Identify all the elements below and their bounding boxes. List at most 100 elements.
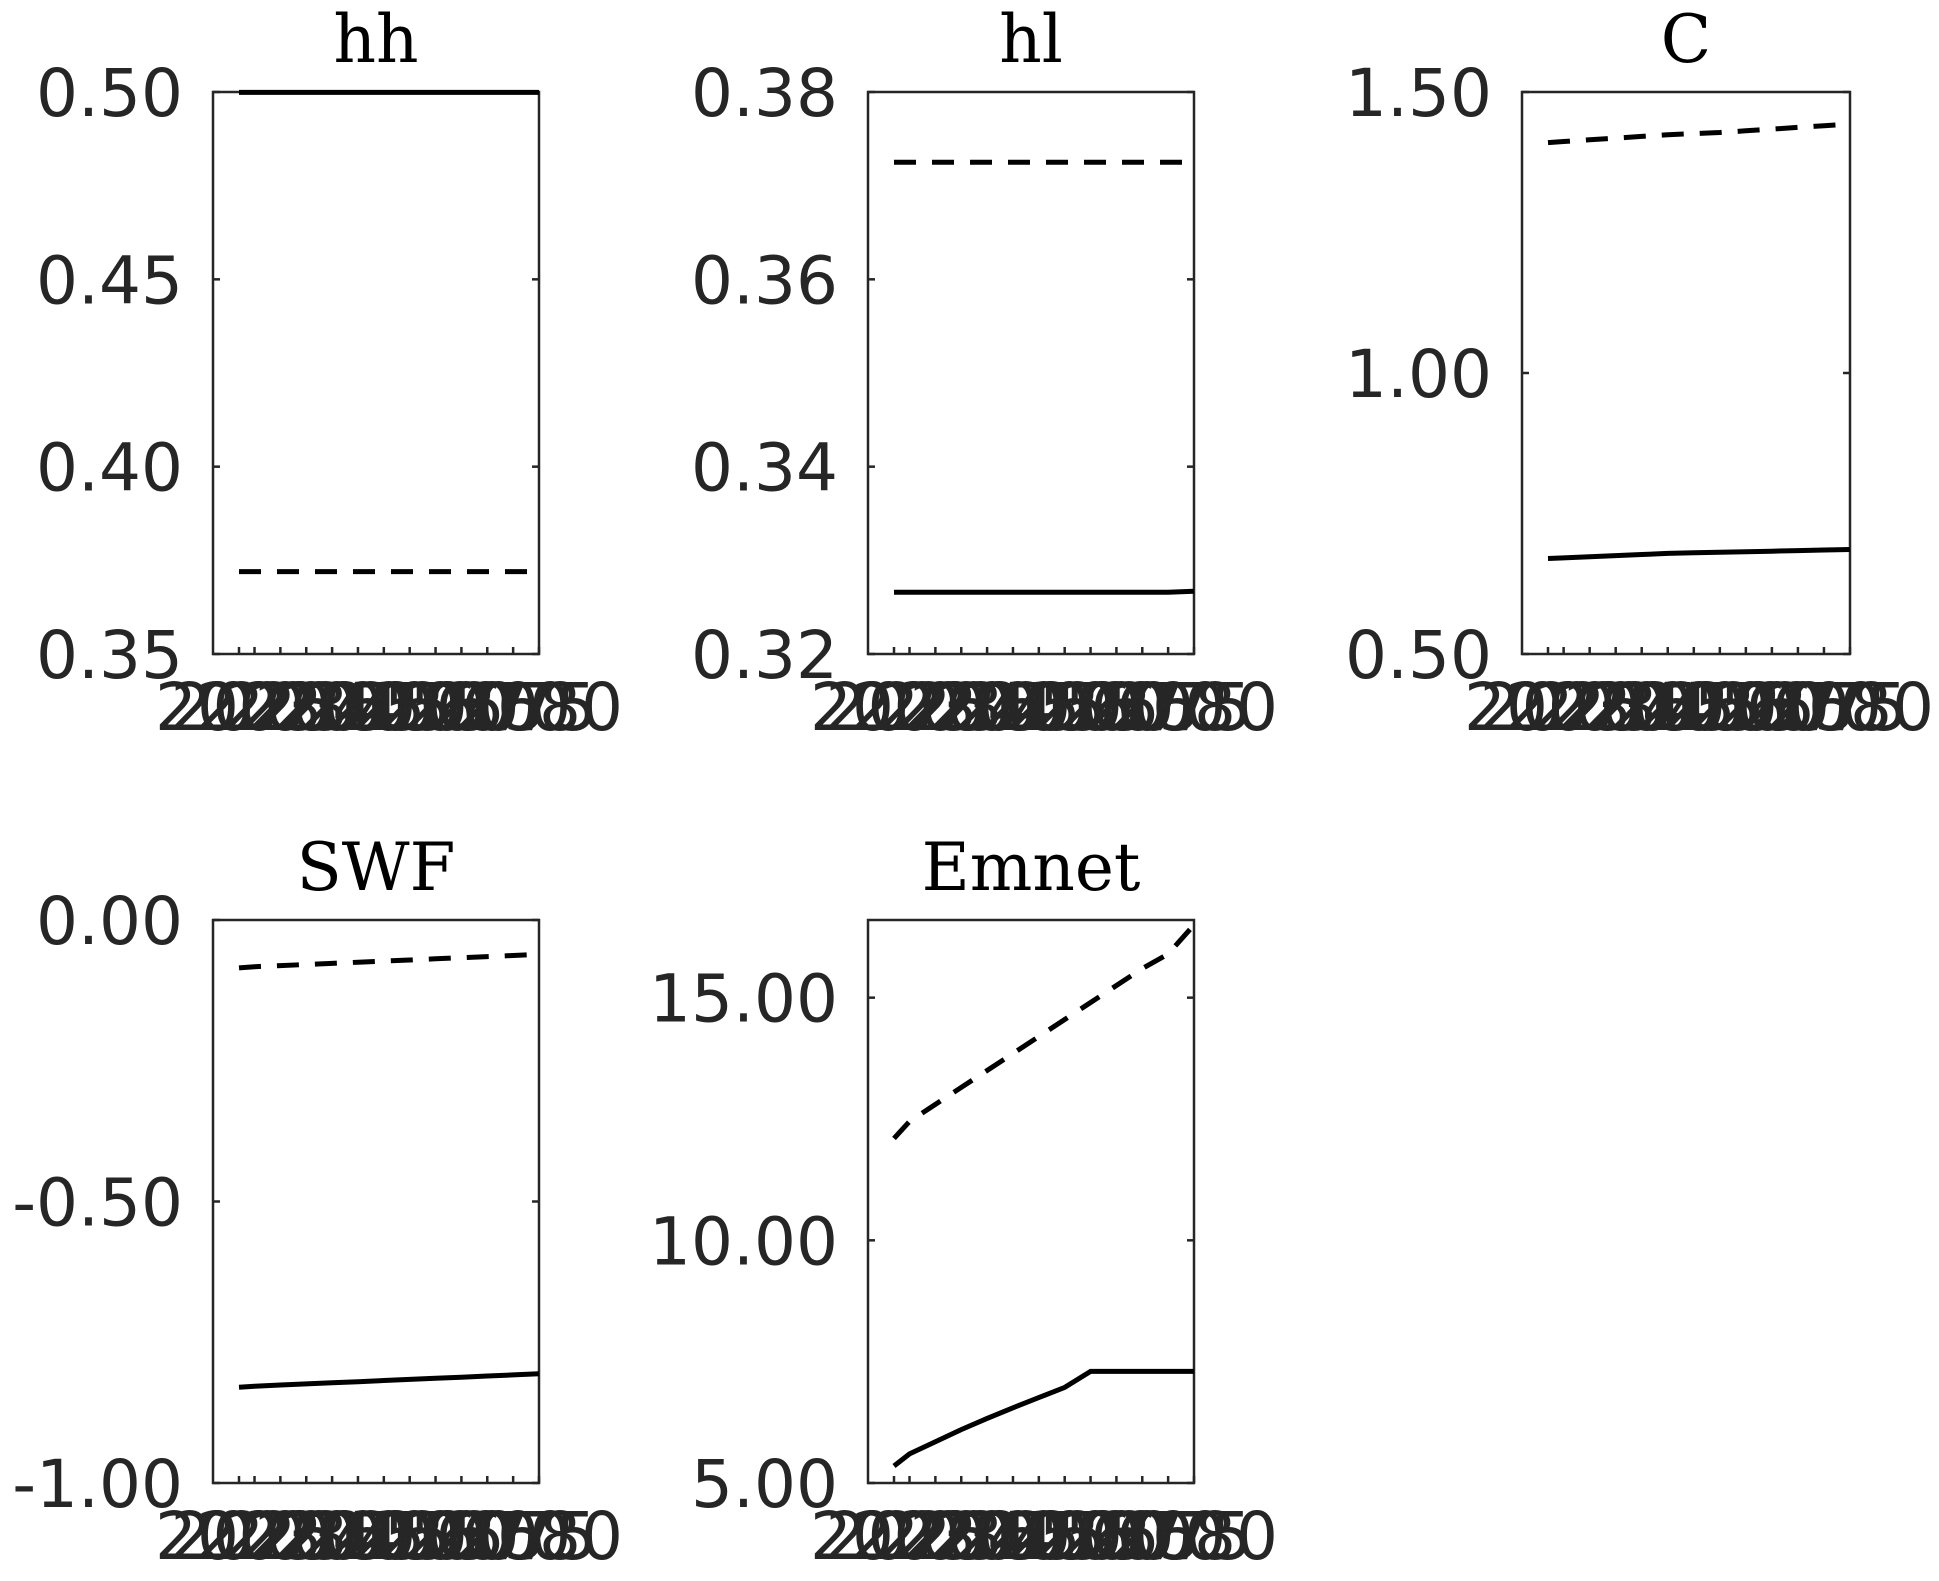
x-tick-label: 2025 — [171, 669, 339, 746]
axes-frame — [866, 90, 1196, 656]
x-tick-label: 2045 — [274, 1498, 442, 1575]
x-tick-label: 2030 — [196, 669, 364, 746]
x-tick-label: 2045 — [929, 669, 1097, 746]
x-tick-label: 2080 — [1110, 669, 1278, 746]
x-tick-label: 2030 — [851, 669, 1019, 746]
y-tick-label: 15.00 — [649, 961, 838, 1038]
x-tick-label: 2075 — [1084, 1498, 1252, 1575]
x-tick-label: 2075 — [1740, 669, 1908, 746]
y-tick-label: 1.50 — [1345, 55, 1492, 132]
x-tick-label: 2065 — [377, 669, 545, 746]
x-tick-label: 2030 — [851, 1498, 1019, 1575]
x-tick-label: 2030 — [1506, 669, 1674, 746]
x-tick-label: 2022 — [1464, 669, 1632, 746]
x-tick-label: 2050 — [955, 669, 1123, 746]
x-tick-label: 2022 — [155, 1498, 323, 1575]
x-tick-label: 2025 — [826, 1498, 994, 1575]
panel-hl: hl0.320.340.360.382022202520302035204020… — [691, 1, 1278, 746]
x-tick-label: 2040 — [903, 669, 1071, 746]
y-tick-label: 0.35 — [36, 617, 183, 694]
x-tick-label: 2075 — [429, 1498, 597, 1575]
x-tick-label: 2065 — [1032, 1498, 1200, 1575]
x-tick-label: 2075 — [1084, 669, 1252, 746]
y-tick-label: 0.45 — [36, 242, 183, 319]
x-tick-label: 2022 — [810, 1498, 978, 1575]
y-tick-label: 0.34 — [691, 430, 838, 507]
x-tick-label: 2060 — [1007, 1498, 1175, 1575]
panel-title: C — [1661, 1, 1712, 78]
x-tick-label: 2035 — [222, 1498, 390, 1575]
x-tick-label: 2045 — [274, 669, 442, 746]
series-line-solid — [894, 588, 1195, 595]
y-tick-label: 0.00 — [36, 883, 183, 960]
x-tick-label: 2022 — [810, 669, 978, 746]
x-tick-label: 2045 — [1584, 669, 1752, 746]
x-tick-label: 2025 — [1480, 669, 1648, 746]
x-tick-label: 2065 — [1032, 669, 1200, 746]
x-tick-label: 2060 — [1662, 669, 1830, 746]
x-tick-label: 2045 — [929, 1498, 1097, 1575]
panel-title: hh — [333, 1, 418, 78]
panel-title: SWF — [297, 829, 456, 906]
panel-swf: SWF -1.00 -0.50 0.00 20222025203020352040204… — [12, 829, 623, 1575]
x-tick-label: 2040 — [903, 1498, 1071, 1575]
panel-c: C 0.50 1.00 1.50 202220252030203520402045205… — [1345, 1, 1934, 746]
x-tick-label: 2050 — [955, 1498, 1123, 1575]
x-tick-label: 2070 — [403, 669, 571, 746]
x-tick-label: 2075 — [429, 669, 597, 746]
x-tick-label: 2080 — [455, 1498, 623, 1575]
x-tick-label: 2055 — [981, 669, 1149, 746]
x-tick-label: 2030 — [196, 1498, 364, 1575]
x-tick-label: 2035 — [1532, 669, 1700, 746]
x-tick-label: 2035 — [222, 669, 390, 746]
x-tick-label: 2080 — [1110, 1498, 1278, 1575]
x-tick-label: 2055 — [1636, 669, 1804, 746]
axes-frame — [211, 90, 541, 656]
panel-title: hl — [999, 1, 1063, 78]
x-tick-label: 2040 — [248, 1498, 416, 1575]
y-tick-label: -1.00 — [12, 1446, 183, 1523]
axes-frame — [211, 918, 541, 1485]
y-tick-label: 0.50 — [1345, 617, 1492, 694]
x-tick-label: 2040 — [248, 669, 416, 746]
x-tick-label: 2040 — [1558, 669, 1726, 746]
y-tick-label: 0.36 — [691, 242, 838, 319]
axes-frame — [866, 918, 1196, 1485]
x-tick-label: 2070 — [1058, 1498, 1226, 1575]
panel-title: Emnet — [922, 829, 1141, 906]
x-tick-label: 2055 — [326, 1498, 494, 1575]
x-tick-label: 2065 — [377, 1498, 545, 1575]
x-tick-label: 2070 — [403, 1498, 571, 1575]
series-line-dashed — [1547, 121, 1851, 146]
x-tick-label: 2025 — [171, 1498, 339, 1575]
series-line-dashed — [238, 951, 540, 971]
x-tick-label: 2080 — [455, 669, 623, 746]
x-tick-label: 2070 — [1058, 669, 1226, 746]
x-tick-label: 2065 — [1688, 669, 1856, 746]
y-tick-label: 5.00 — [691, 1446, 838, 1523]
x-tick-label: 2060 — [352, 669, 520, 746]
x-tick-label: 2060 — [352, 1498, 520, 1575]
y-tick-label: 1.00 — [1345, 336, 1492, 413]
x-tick-label: 2050 — [1610, 669, 1778, 746]
y-tick-label: 0.50 — [36, 55, 183, 132]
x-tick-label: 2055 — [326, 669, 494, 746]
x-tick-label: 2050 — [300, 669, 468, 746]
panel-emnet: Emnet5.0010.0015.00202220252030203520402… — [649, 829, 1278, 1575]
y-tick-label: 10.00 — [649, 1203, 838, 1280]
x-tick-label: 2035 — [877, 669, 1045, 746]
y-tick-label: -0.50 — [12, 1165, 183, 1242]
x-tick-label: 2035 — [877, 1498, 1045, 1575]
series-line-solid — [238, 1371, 540, 1390]
x-tick-label: 2060 — [1007, 669, 1175, 746]
series-line-dashed — [892, 923, 1196, 1141]
series-line-solid — [1547, 547, 1851, 561]
x-tick-label: 2025 — [826, 669, 994, 746]
x-tick-label: 2055 — [981, 1498, 1149, 1575]
axes-frame — [1520, 90, 1852, 656]
x-tick-label: 2070 — [1714, 669, 1882, 746]
x-tick-label: 2022 — [155, 669, 323, 746]
y-tick-label: 0.38 — [691, 55, 838, 132]
y-tick-label: 0.40 — [36, 430, 183, 507]
